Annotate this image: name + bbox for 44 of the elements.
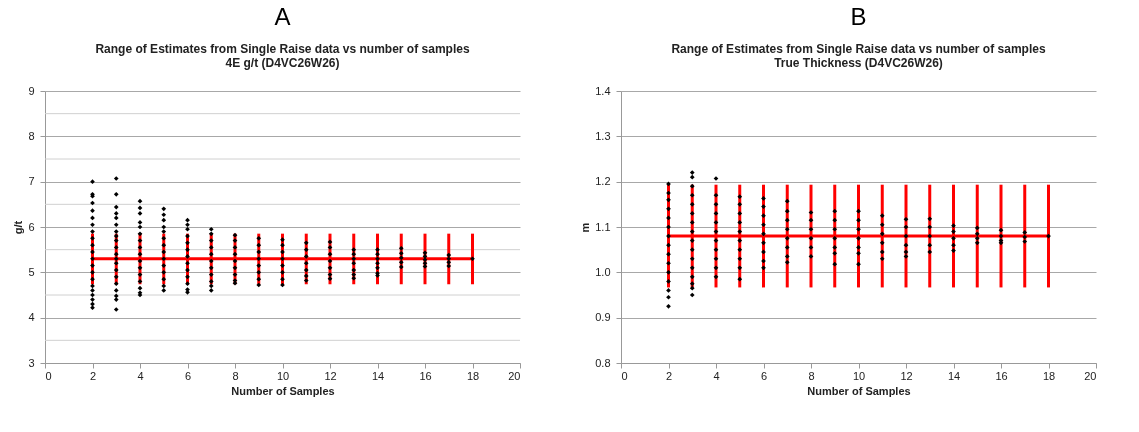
- y-tick-label: 7: [28, 175, 35, 188]
- chart-title: B: [850, 3, 867, 30]
- x-tick-label: 18: [1042, 369, 1056, 382]
- x-tick-label: 16: [419, 369, 432, 382]
- x-tick-label: 4: [137, 369, 144, 382]
- x-tick-label: 12: [900, 369, 913, 382]
- x-tick-label: 12: [324, 369, 337, 382]
- x-axis-title: Number of Samples: [807, 384, 911, 397]
- x-tick-label: 0: [621, 369, 628, 382]
- y-tick-label: 8: [28, 129, 35, 142]
- x-tick-label: 14: [947, 369, 961, 382]
- x-axis-title: Number of Samples: [231, 384, 335, 397]
- x-tick-label: 6: [760, 369, 768, 382]
- x-tick-label: 18: [466, 369, 480, 382]
- x-tick-label: 16: [995, 369, 1008, 382]
- y-axis-title: m: [579, 222, 592, 233]
- y-axis-title: g/t: [12, 220, 25, 235]
- y-tick-label: 1.0: [595, 265, 611, 278]
- x-tick-label: 20: [1084, 369, 1097, 382]
- x-tick-label: 20: [508, 369, 521, 382]
- y-tick-label: 6: [28, 220, 35, 233]
- x-tick-label: 4: [713, 369, 720, 382]
- y-tick-label: 9: [28, 84, 35, 97]
- x-tick-label: 6: [184, 369, 192, 382]
- x-tick-label: 10: [852, 369, 866, 382]
- y-tick-label: 1.3: [595, 129, 611, 142]
- y-tick-label: 1.4: [595, 84, 611, 97]
- chart-subtitle: Range of Estimates from Single Raise data vs number of samples True Thickness (D4VC26W26): [671, 42, 1046, 70]
- y-tick-label: 4: [28, 311, 35, 324]
- chart-title: A: [274, 3, 291, 30]
- x-tick-label: 2: [89, 369, 97, 382]
- x-tick-label: 8: [232, 369, 239, 382]
- y-tick-label: 3: [28, 356, 35, 369]
- x-tick-label: 2: [665, 369, 673, 382]
- y-tick-label: 1.2: [595, 175, 611, 188]
- x-tick-label: 8: [808, 369, 815, 382]
- y-tick-label: 5: [28, 265, 35, 278]
- y-tick-label: 1.1: [595, 220, 611, 233]
- chart-subtitle: Range of Estimates from Single Raise data vs number of samples 4E g/t (D4VC26W26): [95, 42, 470, 70]
- x-tick-label: 14: [371, 369, 385, 382]
- x-tick-label: 0: [45, 369, 52, 382]
- y-tick-label: 0.8: [595, 356, 611, 369]
- x-tick-label: 10: [276, 369, 290, 382]
- y-tick-label: 0.9: [595, 311, 611, 324]
